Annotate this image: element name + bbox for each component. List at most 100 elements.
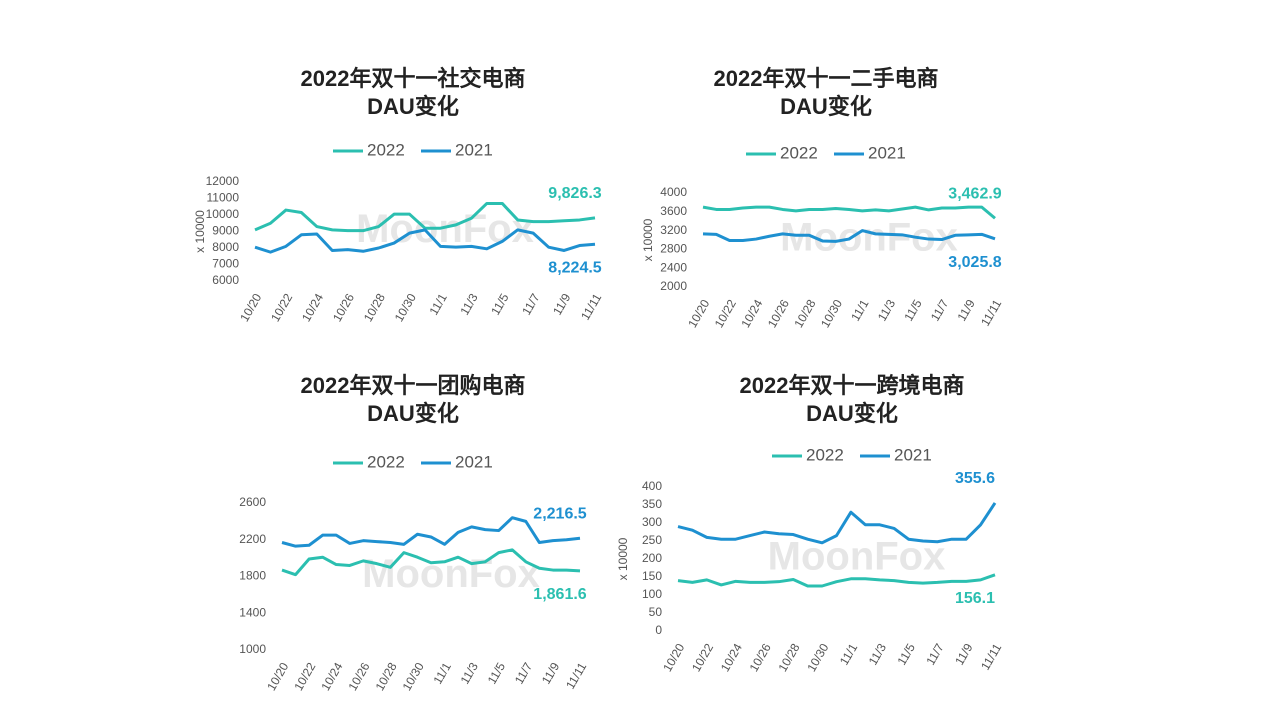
y-tick-label: 250 — [642, 533, 662, 547]
x-tick-label: 10/22 — [291, 660, 318, 693]
x-tick-label: 10/22 — [689, 641, 716, 674]
legend-label: 2022 — [367, 140, 405, 159]
x-tick-label: 10/28 — [791, 297, 818, 330]
x-tick-label: 10/22 — [268, 291, 295, 324]
legend-label: 2021 — [455, 452, 493, 471]
y-tick-label: 10000 — [206, 207, 240, 221]
y-tick-label: 300 — [642, 515, 662, 529]
chart-title: DAU变化 — [780, 94, 872, 119]
y-tick-label: 1800 — [239, 569, 266, 583]
x-tick-label: 10/20 — [264, 660, 291, 693]
chart-title: DAU变化 — [367, 94, 459, 119]
data-label: 3,025.8 — [948, 254, 1001, 271]
series-line — [677, 573, 996, 588]
y-tick-label: 8000 — [212, 240, 239, 254]
data-label: 8,224.5 — [548, 260, 601, 277]
x-tick-label: 11/3 — [866, 641, 890, 668]
series-line — [254, 201, 596, 233]
data-label: 1,861.6 — [533, 586, 586, 603]
y-tick-label: 2200 — [239, 532, 266, 546]
chart-title: DAU变化 — [367, 401, 459, 426]
x-tick-label: 11/9 — [954, 297, 978, 324]
x-tick-label: 11/3 — [875, 297, 899, 324]
legend-label: 2022 — [367, 452, 405, 471]
legend-label: 2021 — [455, 140, 493, 159]
y-tick-label: 6000 — [212, 273, 239, 287]
series-line — [677, 502, 997, 545]
x-tick-label: 11/11 — [563, 660, 589, 692]
y-tick-label: 3200 — [660, 223, 687, 237]
y-tick-label: 3600 — [660, 204, 687, 218]
data-label: 9,826.3 — [548, 185, 601, 202]
watermark: MoonFox — [356, 207, 534, 251]
x-tick-label: 11/1 — [431, 660, 455, 687]
x-tick-label: 10/20 — [685, 297, 712, 330]
y-tick-label: 150 — [642, 569, 662, 583]
y-tick-label: 9000 — [212, 224, 239, 238]
x-tick-label: 11/9 — [539, 660, 563, 687]
y-tick-label: 0 — [655, 623, 662, 637]
x-tick-label: 11/9 — [952, 641, 976, 668]
y-tick-label: 50 — [649, 605, 663, 619]
x-tick-label: 10/30 — [392, 291, 419, 324]
x-tick-label: 10/20 — [660, 641, 687, 674]
legend-label: 2022 — [806, 445, 844, 464]
y-tick-label: 11000 — [207, 191, 240, 205]
series-line — [702, 229, 996, 243]
legend-label: 2021 — [868, 143, 906, 162]
x-tick-label: 11/3 — [457, 291, 481, 318]
y-tick-label: 400 — [642, 479, 662, 493]
x-tick-label: 10/24 — [718, 641, 745, 674]
x-tick-label: 10/26 — [747, 641, 774, 674]
chart-title: 2022年双十一团购电商 — [301, 373, 526, 398]
series-line — [281, 548, 581, 577]
data-label: 156.1 — [955, 590, 995, 607]
series-line — [254, 228, 596, 254]
x-tick-label: 10/26 — [345, 660, 372, 693]
series-line — [281, 516, 581, 548]
x-tick-label: 10/22 — [712, 297, 739, 330]
x-tick-label: 10/30 — [400, 660, 427, 693]
y-tick-label: 2600 — [239, 495, 266, 509]
y-tick-label: 2000 — [660, 279, 687, 293]
data-label: 2,216.5 — [533, 505, 586, 522]
data-label: 355.6 — [955, 470, 995, 487]
y-tick-label: 2400 — [660, 260, 687, 274]
y-tick-label: 1400 — [239, 605, 266, 619]
x-tick-label: 10/24 — [738, 297, 765, 330]
x-tick-label: 10/30 — [804, 641, 831, 674]
x-tick-label: 11/5 — [895, 641, 919, 668]
legend-label: 2022 — [780, 143, 818, 162]
y-tick-label: 4000 — [660, 185, 687, 199]
x-tick-label: 11/11 — [978, 297, 1004, 329]
y-axis-label: x 10000 — [641, 218, 655, 261]
x-tick-label: 10/30 — [818, 297, 845, 330]
y-tick-label: 200 — [642, 551, 662, 565]
watermark: MoonFox — [780, 216, 958, 260]
x-tick-label: 11/5 — [488, 291, 512, 318]
x-tick-label: 10/24 — [318, 660, 345, 693]
x-tick-label: 10/20 — [237, 291, 264, 324]
y-axis-label: x 10000 — [616, 537, 630, 580]
y-tick-label: 100 — [642, 587, 662, 601]
series-line — [702, 205, 996, 220]
y-tick-label: 1000 — [239, 642, 266, 656]
x-tick-label: 11/11 — [978, 641, 1004, 673]
watermark: MoonFox — [768, 535, 946, 579]
x-tick-label: 11/3 — [458, 660, 482, 687]
data-label: 3,462.9 — [948, 185, 1001, 202]
y-tick-label: 2800 — [660, 242, 687, 256]
chart-title: 2022年双十一社交电商 — [301, 66, 526, 91]
x-tick-label: 11/11 — [578, 291, 604, 323]
x-tick-label: 11/5 — [901, 297, 925, 324]
x-tick-label: 10/28 — [361, 291, 388, 324]
chart-title: DAU变化 — [806, 401, 898, 426]
x-tick-label: 10/26 — [330, 291, 357, 324]
y-tick-label: 350 — [642, 497, 662, 511]
y-tick-label: 7000 — [212, 257, 239, 271]
x-tick-label: 11/7 — [512, 660, 536, 687]
x-tick-label: 10/28 — [775, 641, 802, 674]
x-tick-label: 11/5 — [485, 660, 509, 687]
chart-title: 2022年双十一二手电商 — [714, 66, 939, 91]
